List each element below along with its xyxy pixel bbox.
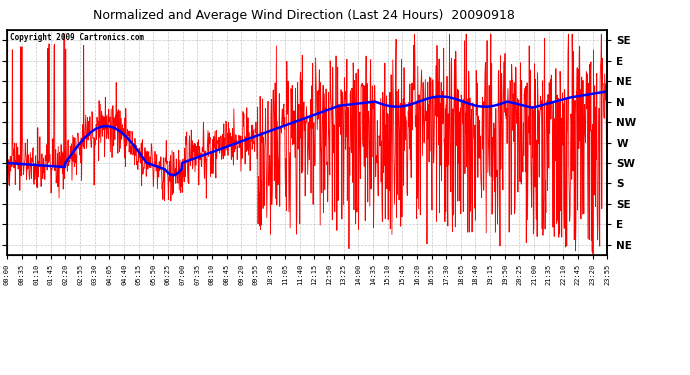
Text: Copyright 2009 Cartronics.com: Copyright 2009 Cartronics.com [10, 33, 144, 42]
Text: Normalized and Average Wind Direction (Last 24 Hours)  20090918: Normalized and Average Wind Direction (L… [92, 9, 515, 22]
